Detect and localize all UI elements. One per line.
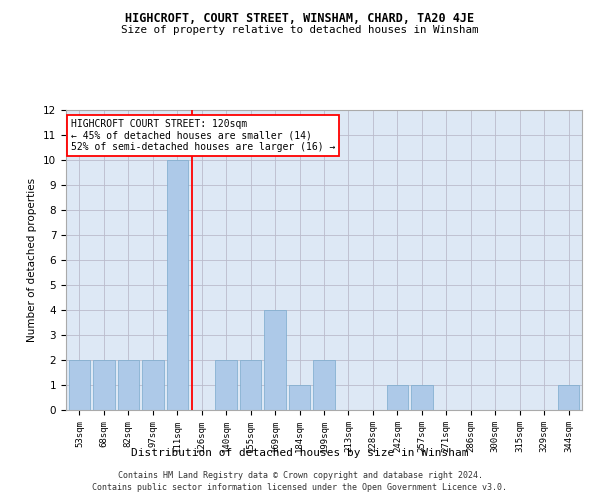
Bar (215, 360, 237, 410)
Text: Contains public sector information licensed under the Open Government Licence v3: Contains public sector information licen… (92, 484, 508, 492)
Text: HIGHCROFT, COURT STREET, WINSHAM, CHARD, TA20 4JE: HIGHCROFT, COURT STREET, WINSHAM, CHARD,… (125, 12, 475, 26)
Bar (558, 385, 580, 410)
Bar (142, 360, 164, 410)
Bar (386, 385, 408, 410)
Bar (93, 360, 115, 410)
Bar (68, 360, 90, 410)
Bar (289, 385, 310, 410)
Bar (240, 360, 262, 410)
Text: Size of property relative to detached houses in Winsham: Size of property relative to detached ho… (121, 25, 479, 35)
Bar (313, 360, 335, 410)
Text: Contains HM Land Registry data © Crown copyright and database right 2024.: Contains HM Land Registry data © Crown c… (118, 471, 482, 480)
Y-axis label: Number of detached properties: Number of detached properties (28, 178, 37, 342)
Bar (411, 385, 433, 410)
Bar (118, 360, 139, 410)
Text: HIGHCROFT COURT STREET: 120sqm
← 45% of detached houses are smaller (14)
52% of : HIGHCROFT COURT STREET: 120sqm ← 45% of … (71, 119, 335, 152)
Bar (265, 310, 286, 410)
Bar (167, 160, 188, 410)
Text: Distribution of detached houses by size in Winsham: Distribution of detached houses by size … (131, 448, 469, 458)
